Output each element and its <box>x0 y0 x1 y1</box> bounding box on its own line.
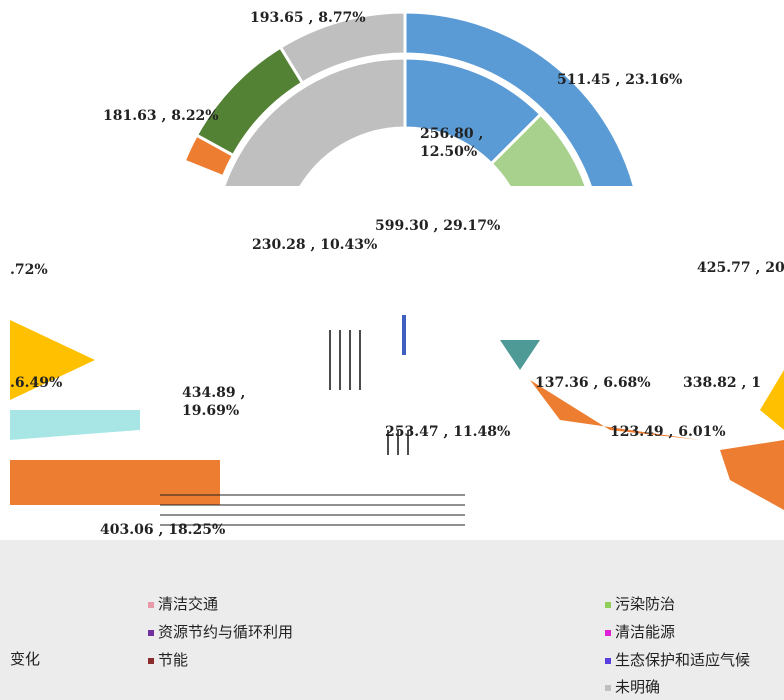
legend-label: 污染防治 <box>615 595 675 613</box>
segment <box>403 10 636 186</box>
annotation: 403.06 , 18.25% <box>100 522 225 538</box>
data-label: 511.45 , 23.16% <box>557 72 682 88</box>
fragment-cyan <box>10 410 140 440</box>
fragment-lines <box>160 494 465 526</box>
annotation: 230.28 , 10.43% <box>252 237 377 253</box>
legend-label: 清洁能源 <box>615 623 675 641</box>
annotation: 变化 <box>10 650 40 668</box>
fragment-orange <box>720 440 784 510</box>
segment-unlabeled <box>489 112 588 186</box>
legend-label: 资源节约与循环利用 <box>158 623 293 641</box>
legend-swatch <box>148 658 154 664</box>
legend-label: 生态保护和适应气候 <box>615 651 750 669</box>
fragment-yellow <box>760 370 784 430</box>
annotation: 137.36 , 6.68% <box>535 375 651 391</box>
segment <box>222 56 407 186</box>
doughnut <box>182 10 636 186</box>
legend-label: 未明确 <box>615 678 660 696</box>
legend-label: 清洁交通 <box>158 595 218 613</box>
data-label: 256.80 , 12.50% <box>420 126 483 160</box>
legend-swatch <box>605 658 611 664</box>
legend-swatch <box>605 630 611 636</box>
annotation: 425.77 , 20 <box>697 260 784 276</box>
segment <box>278 10 407 86</box>
legend-swatch <box>148 630 154 636</box>
fragment-teal <box>500 340 540 370</box>
fragment-lines <box>329 330 409 455</box>
fragment-orange <box>10 460 220 505</box>
annotation: 123.49 , 6.01% <box>610 424 726 440</box>
legend-swatch <box>148 602 154 608</box>
data-label: 193.65 , 8.77% <box>250 10 366 26</box>
segment <box>194 45 305 158</box>
legend-swatch <box>605 685 611 691</box>
fragment-line <box>402 315 406 355</box>
fragment-yellow <box>10 320 95 400</box>
annotation: .72% <box>10 262 48 278</box>
annotation: 338.82 , 1 <box>683 375 761 391</box>
annotation: 434.89 , 19.69% <box>182 385 245 419</box>
data-label: 599.30 , 29.17% <box>375 218 500 234</box>
segment-unlabeled <box>182 133 236 179</box>
annotation: .6.49% <box>10 375 62 391</box>
fragment-orange <box>530 380 700 440</box>
fragments <box>10 315 784 526</box>
annotation: 253.47 , 11.48% <box>385 424 510 440</box>
legend-swatch <box>605 602 611 608</box>
legend-label: 节能 <box>158 651 188 669</box>
data-label: 181.63 , 8.22% <box>103 108 219 124</box>
legend-area <box>0 540 784 700</box>
labels: 511.45 , 23.16% 181.63 , 8.22% 193.65 , 8.… <box>10 10 784 668</box>
